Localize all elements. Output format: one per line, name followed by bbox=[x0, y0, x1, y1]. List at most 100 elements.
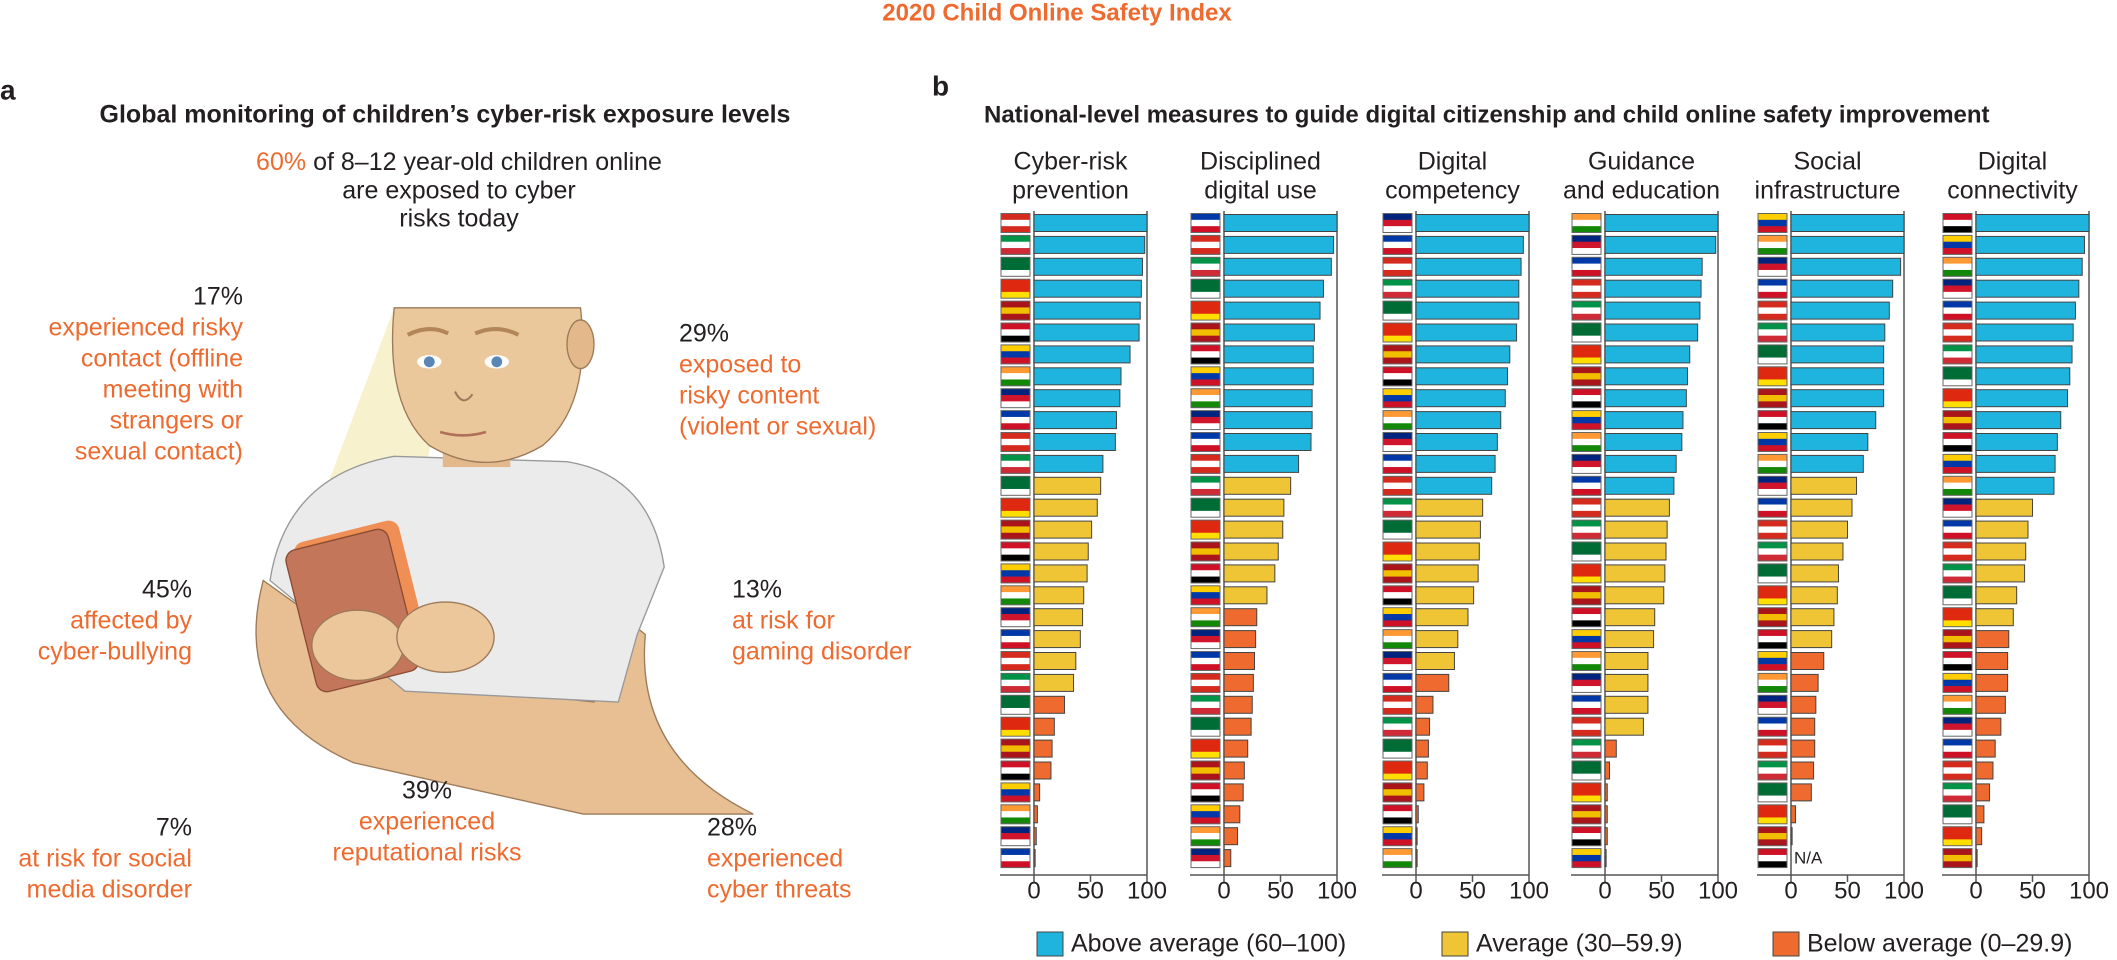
flag-border bbox=[1571, 213, 1602, 233]
flag bbox=[1382, 760, 1413, 781]
bar bbox=[1975, 257, 2083, 276]
flag-stripe bbox=[1191, 745, 1220, 753]
flag-border bbox=[1942, 607, 1973, 628]
flag-stripe bbox=[1191, 445, 1220, 452]
bar bbox=[1033, 498, 1098, 517]
bar bbox=[1033, 630, 1081, 649]
flag-stripe bbox=[1001, 307, 1030, 315]
flag bbox=[1942, 804, 1973, 825]
flag-border bbox=[1757, 410, 1788, 431]
flag-stripe bbox=[1383, 817, 1412, 825]
flag bbox=[1382, 541, 1413, 562]
flag bbox=[1382, 607, 1413, 628]
child-illustration bbox=[255, 307, 754, 815]
flag-stripe bbox=[1001, 460, 1030, 468]
flag-stripe bbox=[1001, 664, 1030, 671]
flag-stripe bbox=[1758, 598, 1787, 606]
bar bbox=[1033, 783, 1041, 802]
flag-border bbox=[1190, 607, 1221, 628]
flag-stripe bbox=[1191, 729, 1220, 737]
bar bbox=[1223, 476, 1292, 495]
intro-line: 60% of 8–12 year-old children online bbox=[256, 148, 662, 176]
flag-border bbox=[1571, 388, 1602, 409]
flag-stripe bbox=[1191, 395, 1220, 402]
flag-stripe bbox=[1943, 767, 1972, 774]
bar bbox=[1604, 849, 1607, 868]
flag-stripe bbox=[1758, 323, 1787, 330]
x-tick-label: 0 bbox=[1409, 877, 1422, 904]
bar bbox=[1604, 257, 1703, 276]
flag bbox=[1757, 629, 1788, 650]
flag-stripe bbox=[1191, 498, 1220, 505]
stat-value: 45% bbox=[142, 576, 192, 604]
flag bbox=[1757, 651, 1788, 671]
flag-stripe bbox=[1572, 548, 1601, 555]
flag bbox=[1757, 585, 1788, 606]
flag-stripe bbox=[1191, 344, 1220, 352]
flag bbox=[1382, 497, 1413, 518]
bar bbox=[1975, 542, 2027, 561]
flag-stripe bbox=[1943, 811, 1972, 818]
stat-label: experienced risky bbox=[48, 314, 243, 342]
flag-stripe bbox=[1758, 848, 1787, 856]
flag bbox=[1000, 629, 1031, 650]
flag-stripe bbox=[1943, 707, 1972, 715]
bar bbox=[1033, 454, 1104, 473]
flag-stripe bbox=[1943, 563, 1972, 571]
flag-stripe bbox=[1191, 761, 1220, 768]
flag-stripe bbox=[1758, 307, 1787, 315]
stat-label: sexual contact) bbox=[75, 438, 243, 466]
flag-stripe bbox=[1001, 563, 1030, 571]
flag-stripe bbox=[1001, 585, 1030, 593]
flag-stripe bbox=[1383, 751, 1412, 759]
bar bbox=[1415, 652, 1455, 670]
flag-border bbox=[1190, 541, 1221, 562]
flag-stripe bbox=[1943, 526, 1972, 534]
flag-stripe bbox=[1943, 323, 1972, 330]
flag bbox=[1942, 585, 1973, 606]
flag-stripe bbox=[1001, 717, 1030, 724]
chart-title: Guidance bbox=[1588, 148, 1695, 176]
flag bbox=[1942, 607, 1973, 628]
flag-stripe bbox=[1572, 570, 1601, 577]
flag-stripe bbox=[1191, 454, 1220, 462]
flag bbox=[1382, 432, 1413, 452]
bar bbox=[1604, 717, 1644, 736]
panel-label: b bbox=[932, 70, 949, 101]
flag-stripe bbox=[1383, 279, 1412, 286]
bar bbox=[1975, 454, 2056, 473]
flag-stripe bbox=[1572, 416, 1601, 424]
flag-stripe bbox=[1572, 751, 1601, 759]
flag-stripe bbox=[1572, 854, 1601, 862]
flag-border bbox=[1757, 563, 1788, 584]
x-tick-label: 100 bbox=[1127, 877, 1167, 904]
flag-stripe bbox=[1943, 279, 1972, 286]
flag-stripe bbox=[1383, 657, 1412, 665]
flag-stripe bbox=[1943, 401, 1972, 408]
legend-label: Average (30–59.9) bbox=[1476, 930, 1683, 958]
bar bbox=[1033, 805, 1038, 824]
flag-stripe bbox=[1191, 751, 1220, 759]
flag-stripe bbox=[1572, 213, 1601, 221]
flag bbox=[1382, 629, 1413, 650]
flag-stripe bbox=[1943, 570, 1972, 577]
flag-stripe bbox=[1943, 219, 1972, 227]
stat-value: 13% bbox=[732, 576, 782, 604]
flag-stripe bbox=[1383, 563, 1412, 571]
flag bbox=[1382, 322, 1413, 343]
bar bbox=[1033, 367, 1122, 386]
bar bbox=[1975, 695, 2006, 714]
flag bbox=[1000, 410, 1031, 431]
bar bbox=[1223, 717, 1252, 736]
flag bbox=[1000, 475, 1031, 496]
flag-stripe bbox=[1001, 510, 1030, 518]
flag-stripe bbox=[1383, 395, 1412, 402]
flag bbox=[1382, 388, 1413, 409]
flag bbox=[1757, 453, 1788, 474]
flag bbox=[1757, 475, 1788, 496]
bar bbox=[1604, 235, 1717, 254]
flag-stripe bbox=[1943, 723, 1972, 731]
legend-label: Below average (0–29.9) bbox=[1807, 930, 2072, 958]
flag-stripe bbox=[1383, 795, 1412, 803]
flag-border bbox=[1571, 234, 1602, 255]
